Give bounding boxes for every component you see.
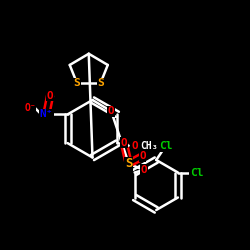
Text: O: O [132,140,138,150]
Text: S: S [97,78,104,88]
Text: O: O [140,165,147,175]
Text: Cl: Cl [190,168,203,177]
Text: O⁻: O⁻ [24,103,36,113]
Text: O: O [47,91,54,101]
Text: S: S [125,157,132,170]
Text: O: O [108,106,114,116]
Text: O: O [120,138,127,147]
Text: CH₃: CH₃ [140,140,158,150]
Text: O: O [139,151,146,161]
Text: S: S [74,78,80,88]
Text: Cl: Cl [160,141,173,151]
Text: N⁺: N⁺ [40,110,53,120]
